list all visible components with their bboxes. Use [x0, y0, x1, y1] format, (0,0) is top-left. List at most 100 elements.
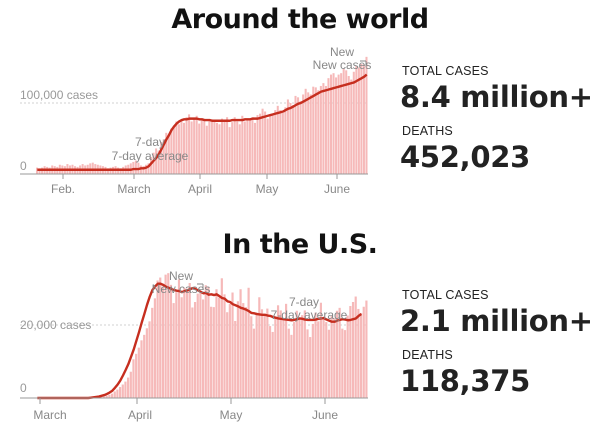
us-bar: [333, 318, 336, 398]
world-bar: [236, 121, 239, 174]
world-bar: [276, 105, 279, 174]
world-bar: [279, 110, 282, 174]
us-bar: [279, 310, 282, 398]
world-bar: [223, 120, 226, 174]
x-tick-label-april: April: [188, 182, 212, 196]
us-bar: [169, 284, 173, 398]
world-bar: [175, 121, 178, 174]
world-bar: [317, 90, 320, 174]
world-total-cases-label: TOTAL CASES: [402, 64, 489, 78]
us-bar: [132, 359, 135, 398]
x-tick-label-june: June: [324, 182, 350, 196]
us-bar: [159, 277, 162, 398]
us-bar: [338, 307, 341, 398]
us-total-cases-value: 2.1 million+: [400, 304, 593, 338]
world-bar: [177, 124, 180, 174]
us-annotation-7day-line1: 7-day: [289, 295, 319, 309]
world-bar: [284, 107, 287, 174]
world-bar: [281, 112, 284, 174]
world-total-cases-value: 8.4 million+: [400, 80, 593, 114]
us-bar: [359, 312, 363, 398]
world-bar: [297, 97, 300, 174]
us-bar: [303, 310, 306, 398]
world-bar: [256, 115, 259, 174]
us-section-title: In the U.S.: [222, 229, 378, 260]
world-bar: [210, 119, 213, 174]
us-bar: [335, 310, 339, 398]
us-bar: [143, 334, 146, 398]
world-bar: [304, 88, 307, 174]
us-bar: [314, 312, 317, 398]
us-bar: [330, 315, 333, 399]
us-annotation-new-line1: New: [169, 269, 193, 283]
world-bar: [144, 164, 148, 174]
world-bar: [332, 73, 335, 174]
us-bar: [301, 315, 304, 398]
world-annotation-new-cases: New cases: [313, 58, 372, 72]
world-bar: [215, 122, 218, 174]
world-bar: [160, 142, 163, 174]
world-annotation-7day-line1: 7-day: [135, 135, 165, 149]
world-deaths-label: DEATHS: [402, 124, 453, 138]
us-bar: [236, 301, 239, 398]
world-bar: [327, 78, 330, 174]
us-bar: [341, 328, 344, 398]
world-bar: [231, 122, 234, 174]
world-bar: [261, 108, 264, 174]
us-bar: [271, 331, 274, 398]
world-bar: [205, 125, 208, 174]
us-bar: [223, 294, 226, 398]
us-bar: [357, 308, 360, 398]
us-bar: [212, 307, 215, 398]
us-bar: [218, 297, 221, 399]
us-bar: [228, 303, 231, 398]
us-bar: [108, 394, 111, 399]
us-bar: [354, 296, 357, 398]
us-bar: [298, 318, 301, 398]
world-bar: [221, 118, 224, 174]
us-bar: [121, 384, 124, 399]
us-bar: [177, 279, 181, 399]
us-bar: [309, 337, 312, 398]
world-bar: [180, 120, 183, 174]
world-bar: [302, 94, 305, 174]
world-bar: [335, 77, 338, 174]
world-bar: [165, 132, 168, 174]
world-bar: [162, 139, 165, 174]
us-bar: [285, 303, 288, 398]
us-bar: [119, 387, 122, 398]
world-bar: [190, 121, 193, 174]
us-bar: [247, 287, 250, 398]
world-bar: [134, 160, 137, 174]
us-bar: [129, 371, 132, 398]
world-bar: [170, 128, 173, 174]
world-bar: [286, 99, 289, 174]
us-bar: [113, 391, 116, 398]
us-cases-chart: 20,000 cases 0 March April May June New …: [20, 269, 368, 422]
y-tick-label-zero: 0: [20, 159, 27, 173]
world-bar: [188, 114, 191, 174]
world-bar: [36, 167, 39, 174]
us-bar: [110, 393, 114, 398]
us-bar: [151, 307, 154, 398]
world-bar: [362, 64, 365, 174]
y-tick-label-20k: 20,000 cases: [20, 318, 91, 332]
world-bar: [238, 124, 241, 174]
world-bar: [307, 92, 310, 174]
world-bar: [350, 79, 353, 174]
us-bar: [153, 298, 156, 398]
us-bar: [268, 326, 272, 398]
world-bar: [266, 118, 269, 174]
us-bar: [242, 303, 245, 398]
y-tick-label-100k: 100,000 cases: [20, 88, 98, 102]
world-bar: [208, 121, 211, 174]
world-bar: [172, 125, 175, 174]
world-bars-group: [36, 56, 368, 175]
world-bar: [324, 85, 327, 174]
x-tick-label-may: May: [256, 182, 279, 196]
us-bar: [185, 288, 189, 398]
world-bar: [347, 76, 350, 174]
us-bar: [105, 395, 108, 398]
world-7day-average-line: [37, 73, 368, 171]
us-bar: [156, 280, 159, 398]
